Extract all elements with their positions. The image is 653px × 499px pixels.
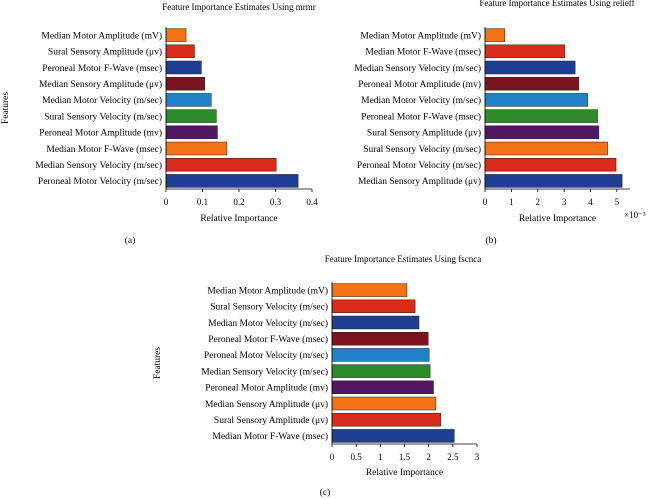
x-axis-label: Relative Importance xyxy=(366,468,443,478)
bar xyxy=(331,315,420,330)
category-label: Peroneal Motor Amplitude (mv) xyxy=(39,128,162,139)
x-tick-label: 0.1 xyxy=(197,197,208,207)
bar xyxy=(484,109,598,123)
x-tick-label: 0.4 xyxy=(306,197,318,207)
category-label: Peroneal Motor Velocity (m/sec) xyxy=(204,350,328,361)
category-label: Median Motor F-Wave (msec) xyxy=(46,144,162,155)
x-tick-label: 2 xyxy=(535,197,540,207)
bar xyxy=(331,396,437,411)
chart-1: Feature Importance Estimates Using mrmr M… xyxy=(1,2,318,246)
x-axis-label: Relative Importance xyxy=(519,214,596,224)
category-label: Median Sensory Amplitude (μv) xyxy=(205,399,328,410)
bar xyxy=(331,283,408,297)
x-axis-label: Relative Importance xyxy=(200,214,277,224)
bar xyxy=(331,429,455,443)
x-tick-label: 1.5 xyxy=(399,452,411,462)
bar xyxy=(331,364,431,378)
bar xyxy=(165,109,217,123)
x-tick-label: 0.2 xyxy=(233,197,244,207)
category-label: Median Motor Amplitude (mV) xyxy=(360,30,481,41)
category-label: Peroneal Motor F-Wave (msec) xyxy=(361,111,481,122)
category-label: Sural Sensory Velocity (m/sec) xyxy=(44,111,162,122)
x-tick-label: 4 xyxy=(588,197,593,207)
bar xyxy=(484,125,600,140)
category-label: Peroneal Motor F-Wave (msec) xyxy=(208,334,328,345)
category-label: Median Motor Amplitude (mV) xyxy=(41,30,162,41)
bar xyxy=(484,157,617,172)
bar xyxy=(165,76,205,91)
bar xyxy=(331,331,429,346)
category-label: Peroneal Motor Amplitude (mv) xyxy=(205,383,328,394)
bar xyxy=(165,174,299,188)
bar xyxy=(484,60,576,75)
bar xyxy=(165,93,212,107)
category-label: Median Motor F-Wave (msec) xyxy=(365,47,481,58)
category-label: Sural Sensory Velocity (m/sec) xyxy=(210,302,328,313)
x-tick-label: 0.3 xyxy=(270,197,282,207)
x-tick-label: 0 xyxy=(330,452,335,462)
x-tick-label: 0 xyxy=(164,197,169,207)
category-label: Median Motor F-Wave (msec) xyxy=(212,431,328,442)
category-label: Median Motor Velocity (m/sec) xyxy=(361,95,481,106)
bar xyxy=(165,28,187,42)
x-exponent-label: ×10⁻³ xyxy=(624,210,646,220)
x-tick-label: 3 xyxy=(475,452,480,462)
bar xyxy=(484,141,608,156)
category-label: Peroneal Motor Velocity (m/sec) xyxy=(38,176,162,187)
category-label: Median Motor Velocity (m/sec) xyxy=(42,95,162,106)
category-label: Median Sensory Velocity (m/sec) xyxy=(35,160,162,171)
y-axis-label: Features xyxy=(153,347,163,379)
bar xyxy=(484,28,506,42)
bar xyxy=(331,412,441,427)
category-label: Peroneal Motor Amplitude (mv) xyxy=(358,79,481,90)
category-label: Median Sensory Velocity (m/sec) xyxy=(354,63,481,74)
bar xyxy=(165,141,228,156)
bar xyxy=(484,76,580,91)
bar xyxy=(165,60,202,75)
x-tick-label: 1 xyxy=(378,452,383,462)
chart-2: Feature Importance Estimates Using relie… xyxy=(354,0,646,246)
panel-label: (b) xyxy=(485,235,496,246)
x-tick-label: 2.5 xyxy=(447,452,459,462)
chart-title: Feature Importance Estimates Using mrmr xyxy=(162,2,315,12)
category-label: Median Sensory Amplitude (μv) xyxy=(358,176,481,187)
category-label: Median Sensory Amplitude (μv) xyxy=(39,79,162,90)
chart-3: Feature Importance Estimates Using fscnc… xyxy=(153,254,481,498)
bar xyxy=(331,348,430,362)
chart-title: Feature Importance Estimates Using fscnc… xyxy=(325,254,481,264)
chart-title: Feature Importance Estimates Using relie… xyxy=(479,0,634,8)
category-label: Peroneal Motor F-Wave (msec) xyxy=(42,63,162,74)
category-label: Peroneal Motor Velocity (m/sec) xyxy=(357,160,481,171)
x-tick-label: 1 xyxy=(509,197,514,207)
bar xyxy=(165,125,218,140)
x-tick-label: 5 xyxy=(615,197,620,207)
category-label: Sural Sensory Amplitude (μv) xyxy=(214,415,328,426)
category-label: Sural Sensory Amplitude (μv) xyxy=(48,47,162,58)
category-label: Median Motor Amplitude (mV) xyxy=(207,285,328,296)
category-label: Median Motor Velocity (m/sec) xyxy=(208,318,328,329)
x-tick-label: 3 xyxy=(562,197,567,207)
bar xyxy=(331,299,416,314)
panel-label: (c) xyxy=(320,487,331,498)
x-tick-label: 0 xyxy=(483,197,488,207)
bar xyxy=(484,93,589,107)
category-label: Sural Sensory Amplitude (μv) xyxy=(367,128,481,139)
y-axis-label: Features xyxy=(1,92,11,124)
bar xyxy=(165,44,195,59)
bar xyxy=(165,157,277,172)
bar xyxy=(331,380,434,395)
x-tick-label: 0.5 xyxy=(351,452,363,462)
bar xyxy=(484,44,565,59)
x-tick-label: 2 xyxy=(426,452,431,462)
category-label: Median Sensory Velocity (m/sec) xyxy=(201,366,328,377)
category-label: Sural Sensory Velocity (m/sec) xyxy=(363,144,481,155)
bar xyxy=(484,174,623,188)
panel-label: (a) xyxy=(125,235,136,246)
